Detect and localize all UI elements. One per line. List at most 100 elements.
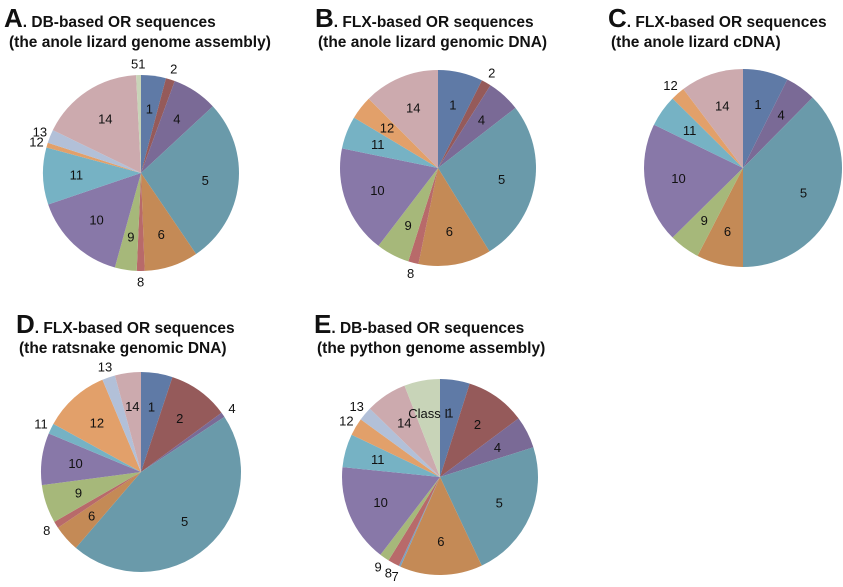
slice-label: 4	[478, 113, 485, 128]
slice-label: 11	[371, 137, 385, 152]
slice-13	[360, 408, 440, 477]
panel-d-title-text: . FLX-based OR sequences	[34, 320, 235, 337]
slice-4	[743, 79, 813, 168]
slice-14	[114, 372, 141, 472]
slice-label: 2	[488, 66, 495, 81]
slice-8	[136, 173, 145, 271]
panel-b-title: B. FLX-based OR sequences (the anole liz…	[315, 5, 547, 53]
panel-a-subtitle: (the anole lizard genome assembly)	[9, 34, 271, 51]
slice-label: 10	[671, 171, 685, 186]
slice-label: 12	[339, 414, 353, 429]
slice-2	[141, 78, 175, 173]
panel-d-letter: D	[16, 309, 35, 339]
slice-label: 14	[406, 101, 420, 116]
slice-label: 5	[181, 514, 188, 529]
panel-c-letter: C	[608, 3, 627, 33]
slice-51	[136, 75, 141, 173]
panel-d-subtitle: (the ratsnake genomic DNA)	[19, 340, 227, 357]
slice-label: 8	[385, 566, 392, 581]
slice-label: 4	[173, 112, 180, 127]
slice-label: 10	[373, 495, 387, 510]
panel-c-title: C. FLX-based OR sequences (the anole liz…	[608, 3, 827, 53]
slice-4	[141, 81, 213, 173]
slice-label: 8	[407, 266, 414, 281]
slice-6	[141, 173, 197, 271]
slice-label: 10	[89, 213, 103, 228]
slice-12	[46, 142, 141, 173]
slice-2	[438, 80, 491, 168]
slice-label: 9	[127, 229, 134, 244]
slice-label: 4	[494, 440, 501, 455]
slice-label: 9	[375, 559, 382, 574]
slice-6	[57, 472, 141, 548]
slice-8	[388, 477, 440, 566]
panel-a-title-text: . DB-based OR sequences	[22, 14, 216, 31]
slice-6	[400, 477, 482, 575]
slice-class-i	[404, 379, 440, 477]
slice-9	[41, 472, 142, 522]
slice-label: 13	[33, 125, 47, 140]
slice-13	[47, 130, 141, 173]
slice-label: 1	[754, 97, 761, 112]
slice-label: 8	[43, 523, 50, 538]
slice-11	[653, 98, 743, 168]
slice-label: 4	[777, 107, 784, 122]
slice-1	[438, 70, 482, 168]
slice-label: 5	[498, 172, 505, 187]
slice-14	[683, 69, 743, 168]
slice-label: 11	[683, 123, 697, 138]
slice-13	[102, 375, 141, 472]
slice-9	[378, 168, 438, 262]
slice-label: 1	[449, 98, 456, 113]
slice-1	[440, 379, 470, 477]
slice-label: 1	[446, 406, 453, 421]
slice-label: 6	[437, 534, 444, 549]
slice-1	[141, 372, 173, 472]
slice-label: 12	[663, 78, 677, 93]
slice-label: 12	[29, 134, 43, 149]
slice-14	[369, 385, 440, 477]
slice-label: 4	[228, 401, 235, 416]
slice-label: Class I	[408, 406, 448, 421]
panel-d-title: D. FLX-based OR sequences (the ratsnake …	[16, 309, 235, 359]
panel-e-subtitle: (the python genome assembly)	[317, 340, 546, 357]
slice-12	[53, 379, 141, 472]
slice-label: 1	[146, 101, 153, 116]
slice-label: 12	[90, 415, 104, 430]
slice-label: 10	[68, 456, 82, 471]
slice-label: 5	[202, 173, 209, 188]
slice-5	[743, 97, 842, 267]
slice-5	[75, 416, 241, 572]
panel-a-letter: A	[4, 3, 23, 33]
slice-label: 14	[125, 399, 139, 414]
slice-label: 6	[724, 224, 731, 239]
slice-label: 2	[176, 411, 183, 426]
slice-label: 2	[170, 62, 177, 77]
slice-12	[351, 419, 440, 477]
slice-4	[141, 412, 225, 472]
slice-10	[48, 173, 141, 268]
slice-12	[672, 89, 743, 168]
slice-10	[644, 124, 743, 238]
slice-5	[141, 106, 239, 255]
slice-label: 11	[371, 452, 385, 467]
slice-4	[438, 85, 516, 168]
slice-4	[440, 418, 534, 477]
slice-label: 6	[158, 227, 165, 242]
slice-9	[672, 168, 743, 256]
slice-label: 11	[34, 416, 48, 431]
slice-label: 8	[137, 274, 144, 289]
slice-12	[353, 98, 438, 168]
slice-label: 9	[404, 218, 411, 233]
slice-11	[43, 147, 141, 205]
panel-b-title-text: . FLX-based OR sequences	[333, 14, 534, 31]
slice-2	[141, 377, 222, 472]
slice-label: 14	[715, 99, 729, 114]
slice-10	[342, 467, 440, 555]
slice-10	[340, 148, 438, 246]
slice-label: 51	[131, 57, 145, 72]
